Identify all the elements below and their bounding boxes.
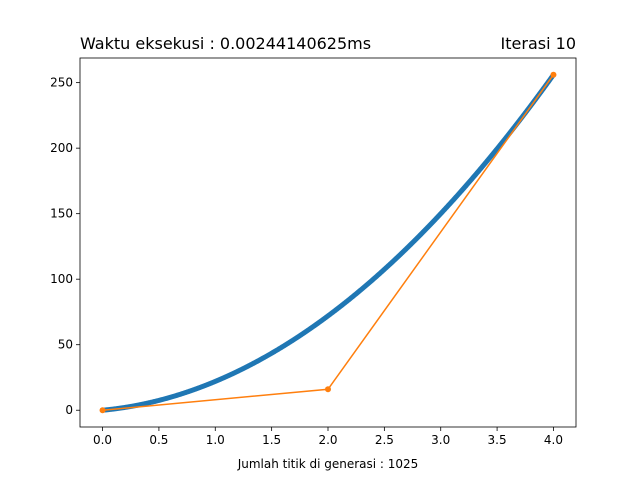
x-axis-ticks: 0.0 0.5 1.0 1.5 2.0 2.5 3.0 3.5 4.0 [93,427,563,447]
y-tick-label: 200 [50,141,73,155]
control-point-marker [325,386,331,393]
control-point-marker [550,71,557,78]
plot-area [99,71,557,414]
chart-title-left: Waktu eksekusi : 0.00244140625ms [80,34,371,53]
y-tick-label: 0 [65,403,73,417]
x-tick-label: 3.5 [488,433,507,447]
x-tick-label: 2.0 [318,433,337,447]
y-tick-label: 150 [50,207,73,221]
x-tick-label: 0.5 [149,433,168,447]
x-axis-label: Jumlah titik di generasi : 1025 [237,457,419,471]
chart-title-right: Iterasi 10 [501,34,576,53]
x-tick-label: 1.0 [206,433,225,447]
control-point-marker [99,407,106,414]
y-tick-label: 250 [50,76,73,90]
x-tick-label: 4.0 [544,433,563,447]
x-tick-label: 2.5 [375,433,394,447]
y-tick-label: 100 [50,272,73,286]
x-tick-label: 1.5 [262,433,281,447]
y-tick-label: 50 [58,338,73,352]
y-axis-ticks: 0 50 100 150 200 250 [50,76,80,417]
x-tick-label: 0.0 [93,433,112,447]
x-tick-label: 3.0 [431,433,450,447]
series-generated-curve [100,72,556,413]
